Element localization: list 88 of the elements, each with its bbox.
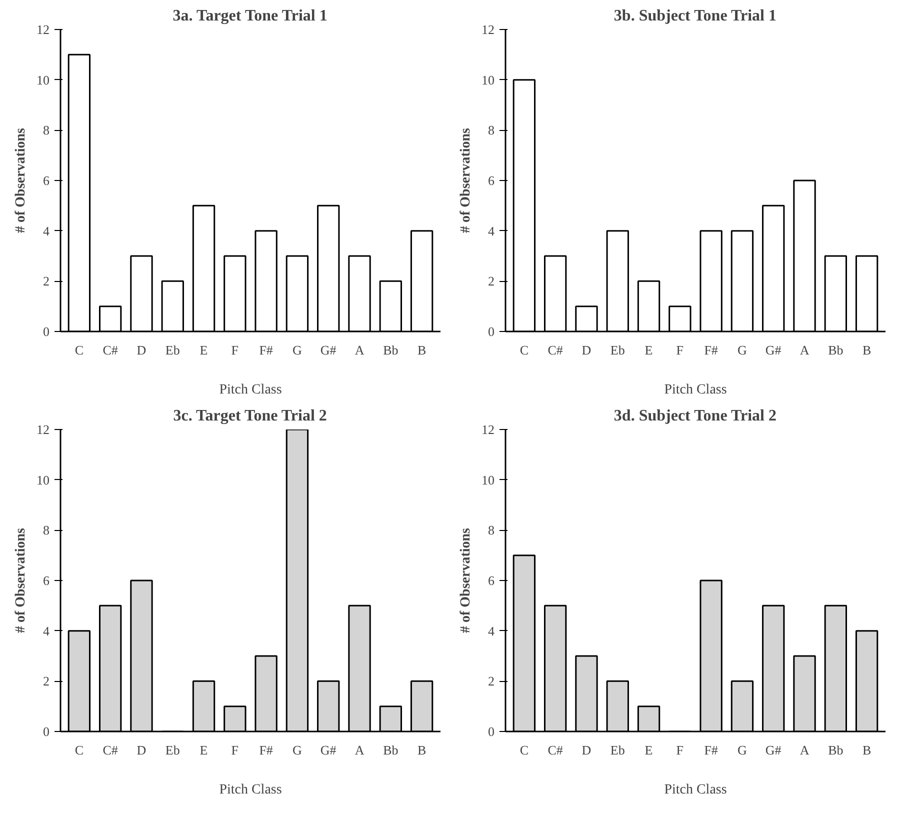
x-tick-label: F	[676, 742, 684, 758]
x-tick-label: C	[74, 742, 84, 758]
x-tick-label: B	[862, 342, 872, 358]
x-tick-label: B	[862, 742, 872, 758]
x-tick-label: C#	[548, 742, 564, 758]
y-axis-title: # of Observations	[14, 527, 28, 633]
y-tick-label: 2	[43, 274, 50, 289]
y-tick-label: 4	[43, 623, 50, 638]
x-tick-label: C#	[102, 342, 118, 358]
x-tick-label: B	[417, 342, 426, 358]
y-tick-label: 8	[43, 522, 50, 538]
x-tick-label: F#	[259, 342, 274, 358]
x-tick-label: C#	[102, 742, 118, 758]
y-tick-label: 10	[36, 472, 50, 488]
x-axis-title: Pitch Class	[219, 782, 282, 798]
y-axis-title: # of Observations	[14, 127, 28, 233]
x-tick-label: E	[200, 742, 208, 758]
y-tick-label: 10	[482, 472, 494, 488]
x-tick-label: F#	[704, 742, 718, 758]
x-tick-label: A	[800, 342, 810, 358]
y-tick-label: 8	[43, 122, 50, 138]
x-tick-label: F	[231, 742, 239, 758]
x-tick-label: Eb	[165, 342, 180, 358]
x-tick-label: Bb	[828, 342, 844, 358]
x-tick-label: D	[136, 742, 146, 758]
y-axis-title: # of Observations	[458, 127, 474, 233]
y-tick-label: 4	[43, 223, 50, 238]
chart-title: 3c. Target Tone Trial 2	[173, 408, 327, 424]
x-tick-label: G#	[765, 742, 782, 758]
x-tick-label: G#	[765, 342, 782, 358]
y-tick-label: 2	[488, 674, 494, 689]
y-tick-label: 4	[488, 623, 495, 638]
y-tick-label: 0	[488, 724, 494, 739]
y-tick-label: 0	[488, 324, 494, 339]
y-tick-label: 12	[36, 22, 50, 37]
y-tick-label: 12	[36, 422, 50, 437]
x-tick-label: B	[417, 742, 426, 758]
x-tick-label: F	[676, 342, 684, 358]
x-tick-label: D	[582, 742, 592, 758]
chart-title: 3a. Target Tone Trial 1	[172, 8, 328, 24]
x-axis-title: Pitch Class	[219, 382, 282, 398]
y-tick-label: 6	[43, 173, 50, 188]
x-tick-label: D	[582, 342, 592, 358]
y-tick-label: 12	[482, 22, 494, 37]
y-tick-label: 10	[482, 72, 494, 88]
x-tick-label: E	[644, 342, 653, 358]
y-tick-label: 12	[482, 422, 494, 437]
x-tick-label: A	[354, 342, 365, 358]
x-tick-label: D	[136, 342, 146, 358]
y-tick-label: 0	[43, 324, 50, 339]
y-tick-label: 6	[488, 173, 495, 188]
x-tick-label: Bb	[383, 342, 398, 358]
x-tick-label: G	[738, 742, 747, 758]
x-tick-label: E	[200, 342, 208, 358]
chart-title: 3b. Subject Tone Trial 1	[614, 8, 776, 24]
y-tick-label: 0	[43, 724, 50, 739]
y-tick-label: 4	[488, 223, 495, 238]
y-tick-label: 8	[488, 522, 494, 538]
x-tick-label: C	[74, 342, 84, 358]
x-tick-label: F#	[704, 342, 718, 358]
x-tick-label: F#	[259, 742, 274, 758]
x-axis-title: Pitch Class	[664, 382, 727, 398]
x-axis-title: Pitch Class	[664, 782, 727, 798]
y-axis-title: # of Observations	[458, 527, 474, 633]
y-tick-label: 6	[488, 573, 495, 588]
x-tick-label: Eb	[610, 342, 625, 358]
x-tick-label: C	[520, 342, 529, 358]
x-tick-label: Eb	[165, 742, 180, 758]
y-tick-label: 8	[488, 122, 494, 138]
x-tick-label: C	[520, 742, 529, 758]
x-tick-label: G	[292, 742, 302, 758]
x-tick-label: G	[738, 342, 747, 358]
x-tick-label: G#	[320, 342, 337, 358]
x-tick-label: E	[644, 742, 653, 758]
x-tick-label: A	[800, 742, 810, 758]
y-tick-label: 2	[43, 674, 50, 689]
chart-title: 3d. Subject Tone Trial 2	[614, 408, 776, 424]
y-tick-label: 10	[36, 72, 50, 88]
x-tick-label: Eb	[610, 742, 625, 758]
y-tick-label: 2	[488, 274, 494, 289]
x-tick-label: F	[231, 342, 239, 358]
x-tick-label: A	[354, 742, 365, 758]
x-tick-label: Bb	[828, 742, 844, 758]
y-tick-label: 6	[43, 573, 50, 588]
x-tick-label: C#	[548, 342, 564, 358]
x-tick-label: G	[292, 342, 302, 358]
x-tick-label: Bb	[383, 742, 398, 758]
x-tick-label: G#	[320, 742, 337, 758]
